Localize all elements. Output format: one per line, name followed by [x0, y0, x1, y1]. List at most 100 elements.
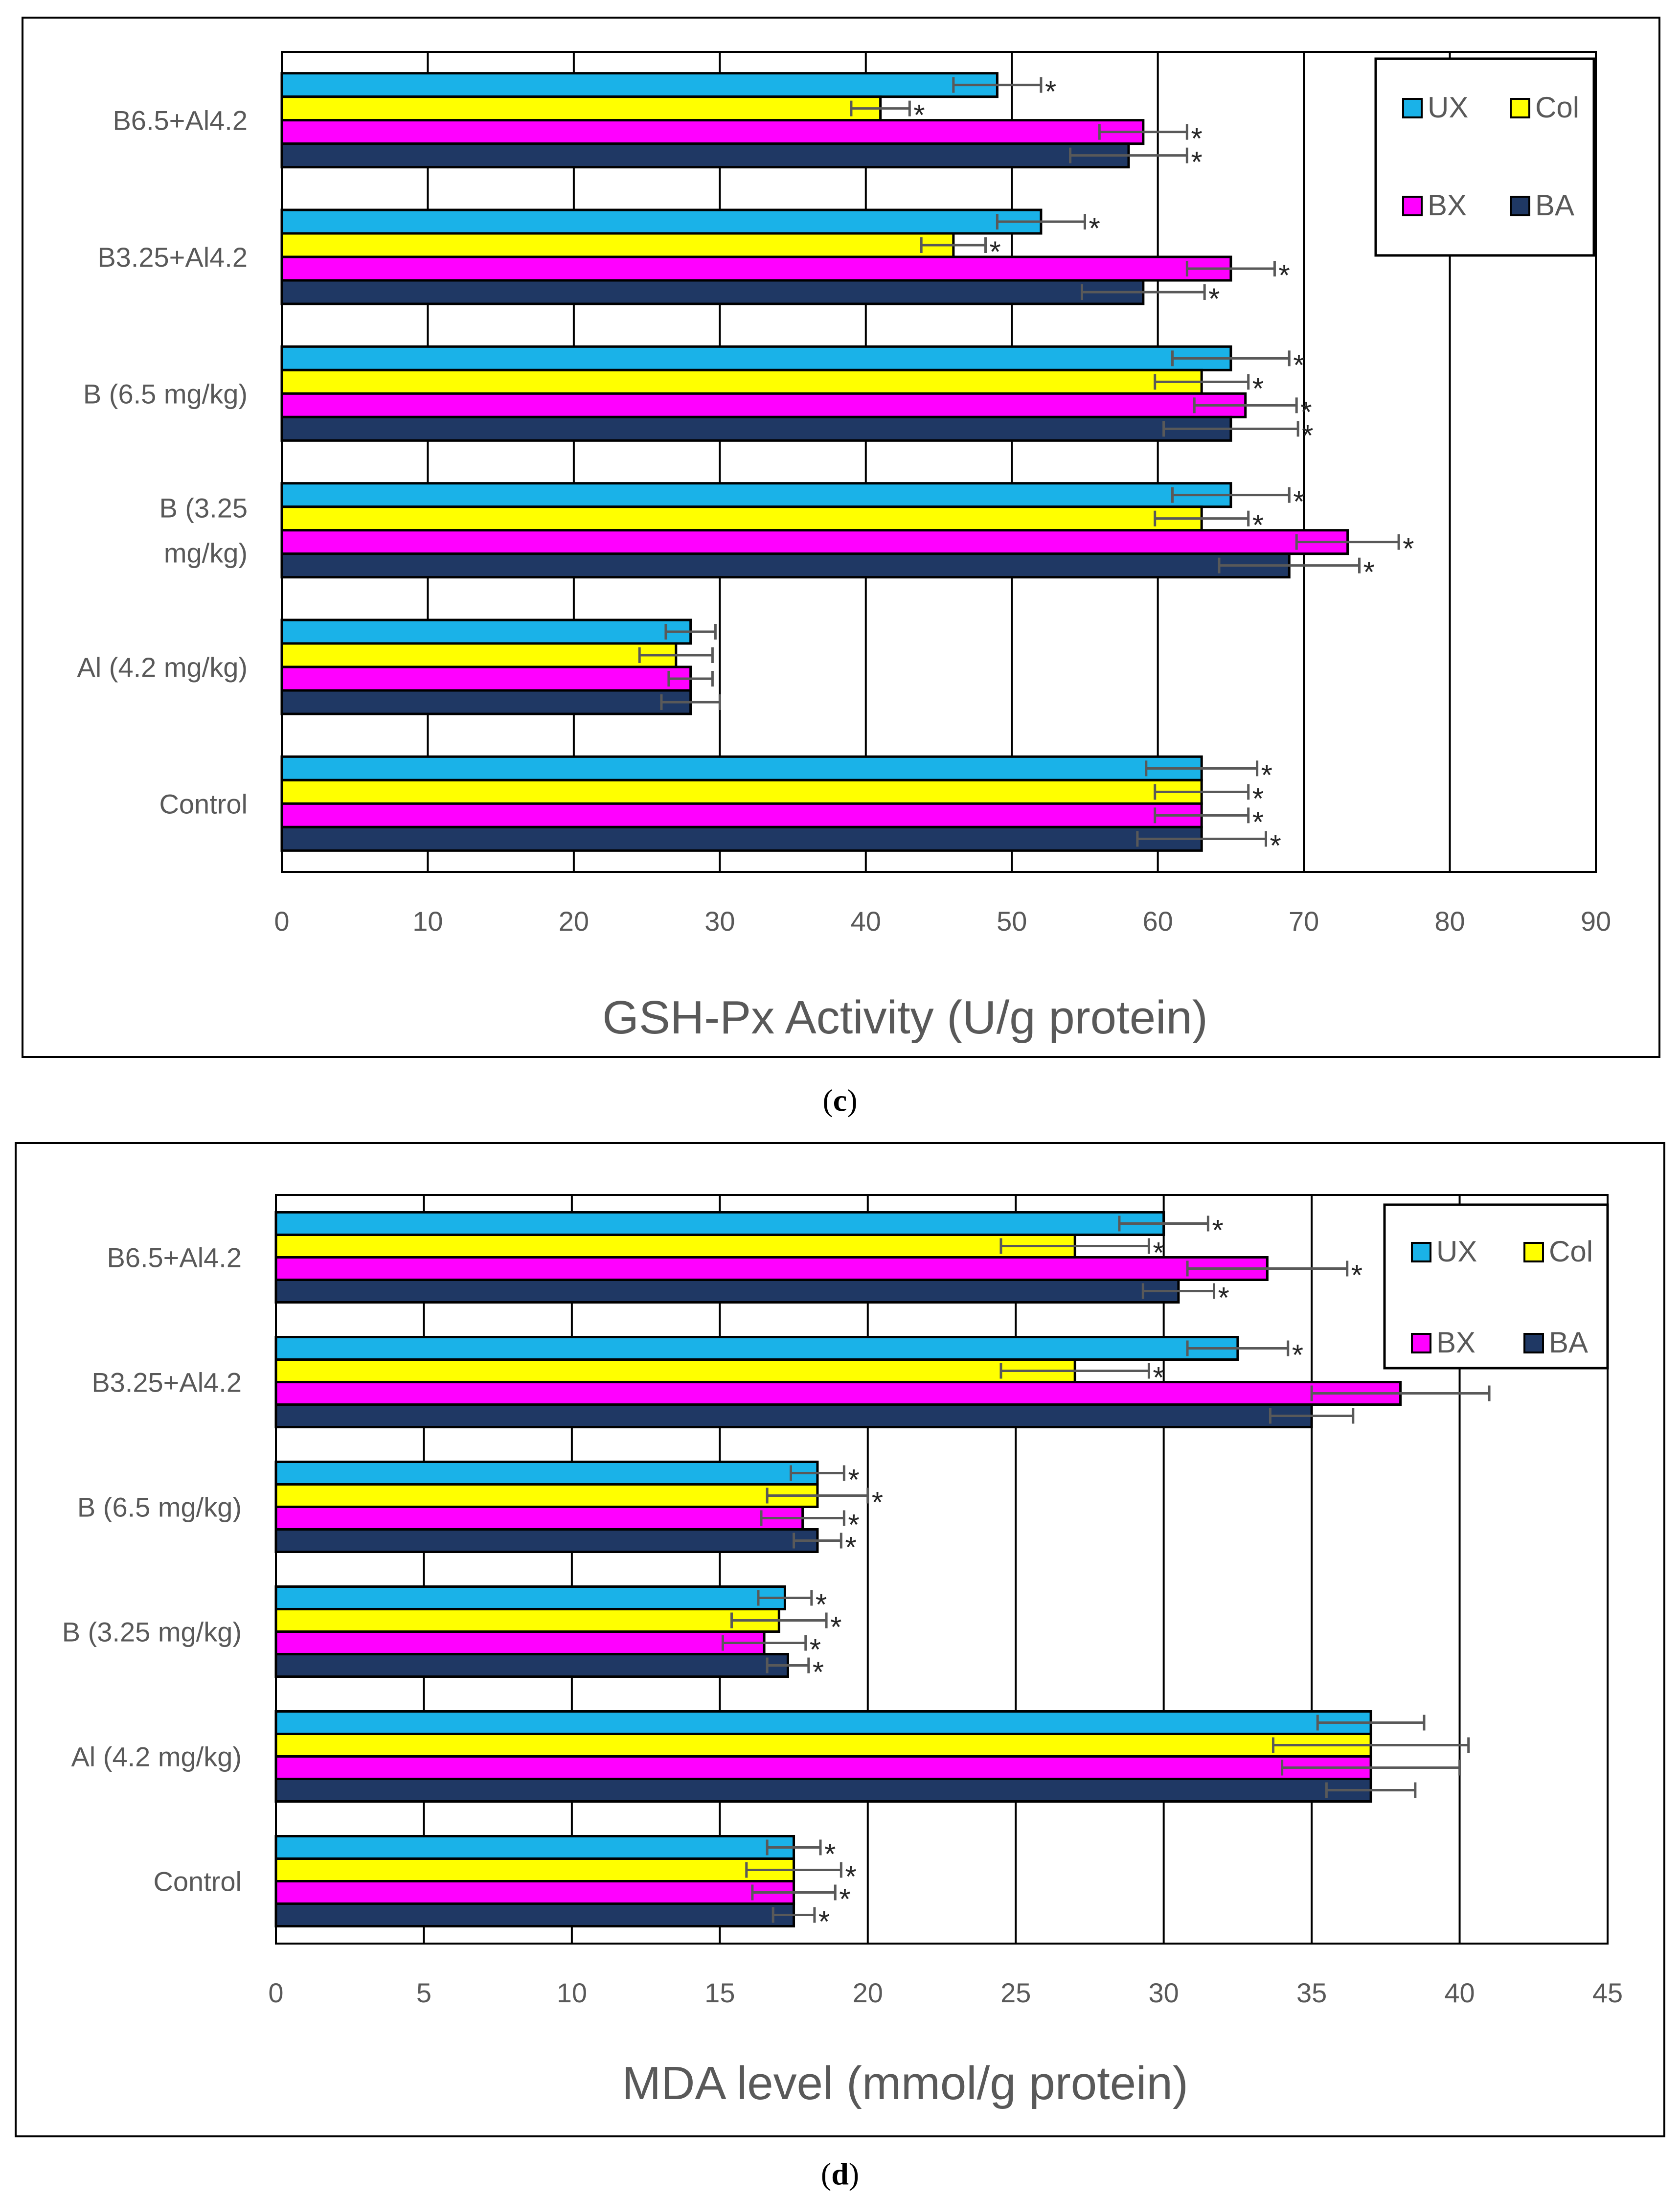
- c-legend-label-ba: BA: [1535, 189, 1574, 222]
- d-plot-border: [275, 1194, 1609, 1945]
- d-bar-col: [274, 1234, 1076, 1259]
- c-x-tick-label: 30: [704, 906, 735, 937]
- d-x-tick-label: 30: [1149, 1977, 1179, 2008]
- c-bar-col: [280, 505, 1203, 532]
- c-significance-mark: *: [1270, 829, 1281, 862]
- d-significance-mark: *: [824, 1838, 836, 1871]
- d-significance-mark: *: [1292, 1339, 1303, 1372]
- d-bar-bx: [274, 1880, 795, 1905]
- c-x-tick-label: 50: [997, 906, 1027, 937]
- c-bar-ba: [280, 142, 1130, 169]
- c-significance-mark: *: [1300, 395, 1312, 428]
- caption-d: (d): [820, 2156, 860, 2191]
- c-significance-mark: *: [1403, 532, 1414, 565]
- c-bar-ba: [280, 689, 692, 715]
- d-legend-label-col: Col: [1549, 1235, 1593, 1268]
- c-bar-ba: [280, 415, 1232, 442]
- c-significance-mark: *: [1302, 419, 1313, 452]
- c-legend-label-ux: UX: [1428, 91, 1468, 124]
- d-x-tick-label: 25: [1000, 1977, 1031, 2008]
- c-bar-col: [280, 642, 678, 668]
- c-bar-bx: [280, 529, 1349, 555]
- d-significance-mark: *: [845, 1531, 856, 1564]
- c-plot-border: [281, 51, 1597, 873]
- c-legend-label-col: Col: [1535, 91, 1579, 124]
- d-legend-label-ba: BA: [1549, 1326, 1588, 1359]
- d-category-label: Al (4.2 mg/kg): [71, 1741, 242, 1772]
- c-legend-box: [1374, 57, 1595, 257]
- c-significance-mark: *: [1045, 75, 1056, 108]
- d-legend-swatch-col: [1523, 1242, 1544, 1262]
- d-bar-ba: [274, 1528, 819, 1553]
- caption-d-letter: d: [831, 2156, 849, 2191]
- d-x-tick-label: 5: [416, 1977, 431, 2008]
- chart-d-container: 0 5 10 15 20 25 30 35 40 45 MDA level (mmol/g prot…: [0, 1130, 1680, 2151]
- chart-c-container: 0 10 20 30 40 50 60 70 80 90 GSH-Px Activity (U/g …: [0, 0, 1680, 1069]
- c-bar-col: [280, 232, 955, 258]
- c-bar-col: [280, 779, 1203, 805]
- c-category-label: B3.25+Al4.2: [97, 242, 248, 273]
- c-bar-ux: [280, 345, 1232, 371]
- c-category-label: B6.5+Al4.2: [113, 105, 248, 136]
- c-bar-bx: [280, 119, 1145, 145]
- c-category-label: Al (4.2 mg/kg): [77, 652, 248, 683]
- c-legend-swatch-ba: [1510, 196, 1530, 216]
- d-legend-label-ux: UX: [1436, 1235, 1477, 1268]
- c-bar-ux: [280, 618, 692, 645]
- chart-d: 0 5 10 15 20 25 30 35 40 45 MDA level (mmol/g prot…: [15, 1142, 1665, 2137]
- c-category-label: mg/kg): [164, 538, 248, 569]
- c-significance-mark: *: [1293, 485, 1304, 518]
- c-bar-bx: [280, 665, 692, 692]
- d-bar-bx: [274, 1381, 1402, 1406]
- c-bar-bx: [280, 255, 1232, 282]
- c-significance-mark: *: [1191, 146, 1202, 179]
- d-significance-mark: *: [1212, 1214, 1223, 1247]
- caption-c: (c): [822, 1083, 858, 1118]
- c-bar-ux: [280, 755, 1203, 781]
- c-significance-mark: *: [1208, 282, 1220, 315]
- d-significance-mark: *: [848, 1509, 859, 1541]
- c-x-tick-label: 70: [1289, 906, 1319, 937]
- c-significance-mark: *: [1278, 259, 1290, 292]
- c-legend-swatch-bx: [1402, 196, 1423, 216]
- c-category-label: B (3.25: [159, 493, 248, 524]
- d-x-tick-label: 10: [557, 1977, 587, 2008]
- d-x-axis-label: MDA level (mmol/g protein): [622, 2057, 1188, 2109]
- c-x-tick-label: 20: [559, 906, 589, 937]
- d-bar-ba: [274, 1279, 1180, 1304]
- d-significance-mark: *: [1351, 1259, 1362, 1292]
- d-significance-mark: *: [1218, 1282, 1229, 1314]
- d-category-label: B3.25+Al4.2: [91, 1367, 242, 1398]
- d-x-tick-label: 45: [1592, 1977, 1623, 2008]
- c-legend-label-bx: BX: [1428, 189, 1467, 222]
- d-x-tick-label: 35: [1296, 1977, 1327, 2008]
- c-significance-mark: *: [1191, 122, 1202, 155]
- d-bar-ba: [274, 1653, 789, 1678]
- d-significance-mark: *: [839, 1883, 850, 1916]
- c-x-tick-label: 40: [851, 906, 881, 937]
- d-bar-ba: [274, 1902, 795, 1927]
- c-legend-swatch-ux: [1402, 98, 1423, 118]
- d-significance-mark: *: [845, 1860, 856, 1893]
- c-bar-col: [280, 95, 882, 122]
- d-significance-mark: *: [848, 1464, 859, 1496]
- c-category-label: B (6.5 mg/kg): [83, 378, 248, 409]
- caption-c-letter: c: [833, 1083, 847, 1118]
- d-bar-ux: [274, 1710, 1372, 1735]
- chart-c: 0 10 20 30 40 50 60 70 80 90 GSH-Px Activity (U/g …: [22, 17, 1660, 1058]
- d-bar-ux: [274, 1585, 786, 1610]
- d-legend-swatch-ba: [1523, 1333, 1544, 1353]
- d-bar-col: [274, 1483, 819, 1508]
- d-bar-ba: [274, 1403, 1313, 1428]
- d-significance-mark: *: [816, 1588, 827, 1621]
- c-bar-ba: [280, 279, 1145, 305]
- d-bar-bx: [274, 1755, 1372, 1780]
- d-category-label: B6.5+Al4.2: [107, 1242, 242, 1273]
- c-x-tick-label: 0: [274, 906, 289, 937]
- c-bar-bx: [280, 802, 1203, 828]
- c-x-tick-label: 10: [412, 906, 443, 937]
- d-bar-col: [274, 1857, 795, 1882]
- c-bar-ux: [280, 482, 1232, 508]
- d-x-tick-label: 40: [1444, 1977, 1475, 2008]
- d-significance-mark: *: [830, 1611, 841, 1644]
